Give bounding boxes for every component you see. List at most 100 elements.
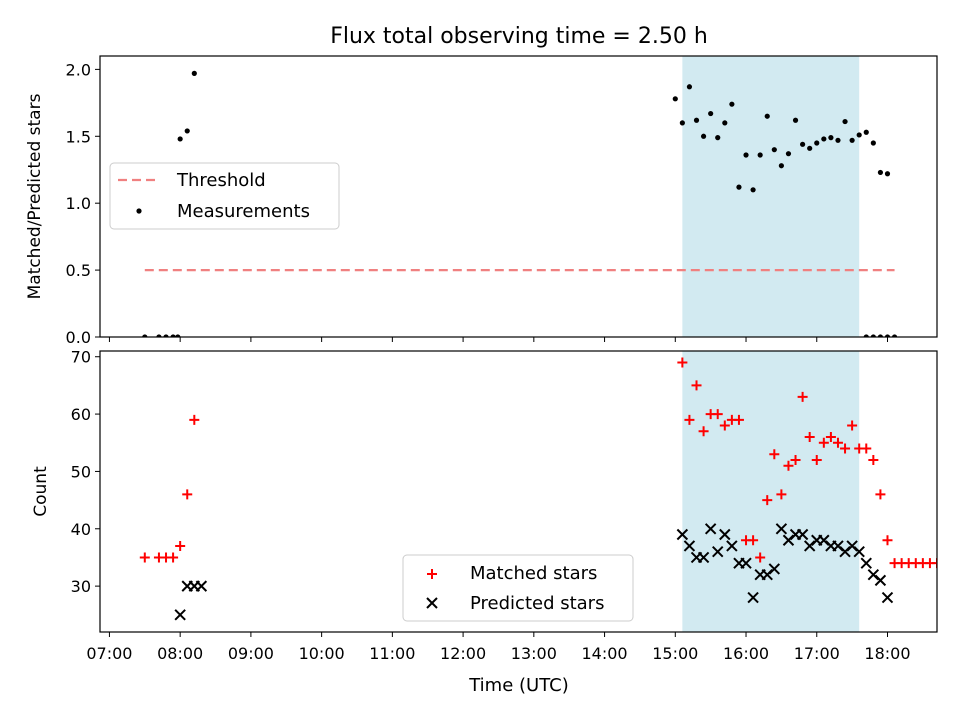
legend-threshold-label: Threshold (176, 170, 266, 191)
x-tick-label: 07:00 (86, 644, 132, 663)
chart-title: Flux total observing time = 2.50 h (330, 24, 708, 49)
matched-stars-point (139, 552, 150, 563)
predicted-stars-point (775, 523, 788, 535)
matched-stars-point (790, 454, 801, 465)
measurement-point (877, 169, 884, 176)
legend-measurements-swatch (136, 208, 142, 214)
legend-box (402, 554, 634, 622)
matched-stars-point (783, 460, 794, 471)
measurement-point (757, 152, 763, 158)
measurement-point (764, 113, 770, 119)
y-axis-label: Matched/Predicted stars (25, 93, 45, 299)
y-tick-label: 40 (71, 520, 91, 539)
measurement-point (835, 137, 841, 143)
measurement-point (877, 334, 884, 337)
measurement-point (177, 136, 183, 142)
measurement-point (191, 70, 197, 76)
legend-predicted-swatch (426, 597, 438, 609)
measurement-point (792, 117, 799, 123)
predicted-stars-point (712, 546, 724, 558)
legend-matched-label: Matched stars (470, 563, 597, 584)
legend-measurements-label: Measurements (177, 201, 310, 222)
measurement-point (778, 163, 784, 169)
legend-predicted-label: Predicted stars (470, 593, 604, 614)
predicted-stars-point (726, 540, 738, 552)
axes-frame (99, 55, 938, 338)
measurement-point (863, 334, 869, 337)
matched-stars-point (811, 454, 822, 465)
x-tick-label: 18:00 (864, 644, 910, 663)
x-tick-label: 17:00 (794, 644, 840, 663)
matched-stars-point (882, 535, 893, 546)
measurement-point (884, 171, 891, 177)
measurement-point (828, 135, 834, 141)
predicted-stars-point (174, 609, 186, 621)
measurement-point (842, 118, 848, 125)
matched-stars-point (832, 437, 843, 448)
measurement-point (175, 334, 181, 337)
measurement-point (708, 110, 714, 117)
measurement-point (849, 137, 855, 143)
measurement-point (156, 334, 162, 337)
matched-stars-point (677, 357, 688, 368)
predicted-stars-point (881, 591, 894, 604)
legend: Threshold Measurements (109, 162, 340, 230)
predicted-stars-point (747, 591, 759, 604)
matched-stars-point (719, 420, 730, 431)
matched-stars-point (797, 391, 808, 402)
x-tick-label: 13:00 (511, 644, 557, 663)
predicted-stars-point (683, 540, 696, 552)
matched-stars-point (840, 443, 851, 454)
matched-stars-point (733, 414, 744, 425)
matched-stars-point (847, 420, 858, 431)
x-tick-label: 12:00 (440, 644, 486, 663)
measurement-point (891, 334, 898, 337)
x-tick-label: 08:00 (157, 644, 203, 663)
x-tick-label: 14:00 (582, 644, 628, 663)
measurement-point (693, 117, 700, 123)
matched-stars-point (776, 489, 787, 500)
predicted-stars-point (697, 551, 710, 564)
count-panel: 30 40 50 60 70 07:00 08:00 09:00 10:00 11:00 12:00… (31, 348, 938, 663)
measurement-point (870, 334, 876, 337)
measurement-point (736, 184, 742, 190)
predicted-stars-point (719, 528, 731, 541)
observing-window-shade (682, 351, 860, 632)
matched-stars-point (769, 449, 780, 460)
observing-window-shade (682, 56, 860, 337)
measurement-point (771, 147, 777, 153)
matched-stars-point (748, 535, 759, 546)
matched-stars-point (755, 552, 766, 563)
matched-stars-point (868, 454, 879, 465)
predicted-stars-point (676, 528, 689, 541)
x-tick-label: 10:00 (299, 644, 345, 663)
measurement-point (785, 151, 792, 157)
measurement-point (700, 133, 707, 139)
predicted-stars-point (704, 523, 717, 535)
measurement-point (814, 140, 820, 146)
matched-stars-point (804, 432, 815, 443)
measurement-point (170, 334, 176, 337)
measurement-point (743, 152, 749, 158)
predicted-stars-point (740, 557, 752, 569)
y-tick-label: 1.0 (66, 194, 91, 213)
measurement-point (807, 145, 813, 151)
measurement-point (863, 129, 869, 135)
measurement-point (142, 334, 148, 337)
predicted-stars-point (768, 563, 781, 575)
matched-stars-point (182, 489, 193, 500)
matched-stars-point (818, 437, 829, 448)
measurement-point (679, 120, 685, 126)
matched-stars-point (861, 443, 872, 454)
measurement-point (672, 96, 678, 102)
matched-stars-point (932, 558, 937, 569)
x-tick-label: 11:00 (369, 644, 415, 663)
x-tick-label: 09:00 (228, 644, 274, 663)
data-points (139, 357, 937, 621)
matched-stars-point (175, 540, 186, 551)
y-tick-label: 1.5 (66, 127, 91, 146)
measurement-point (715, 135, 721, 141)
matched-stars-point (712, 409, 723, 420)
matched-stars-point (168, 552, 179, 563)
measurement-point (884, 334, 891, 337)
